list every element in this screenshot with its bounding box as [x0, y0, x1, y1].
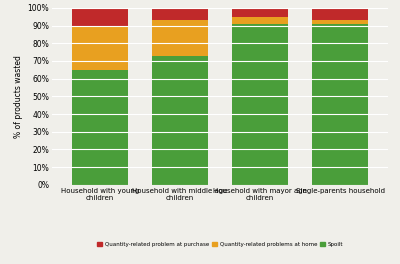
Bar: [152, 20, 208, 56]
Bar: [232, 17, 288, 24]
Bar: [312, 8, 368, 20]
Bar: [152, 56, 208, 185]
Bar: [312, 20, 368, 24]
Bar: [232, 8, 288, 17]
Bar: [232, 24, 288, 185]
Bar: [72, 26, 128, 70]
Bar: [152, 8, 208, 20]
Bar: [72, 70, 128, 185]
Y-axis label: % of products wasted: % of products wasted: [14, 55, 24, 138]
Legend: Quantity-related problem at purchase, Quantity-related problems at home, Spoilt: Quantity-related problem at purchase, Qu…: [96, 241, 344, 248]
Bar: [72, 8, 128, 26]
Bar: [312, 24, 368, 185]
